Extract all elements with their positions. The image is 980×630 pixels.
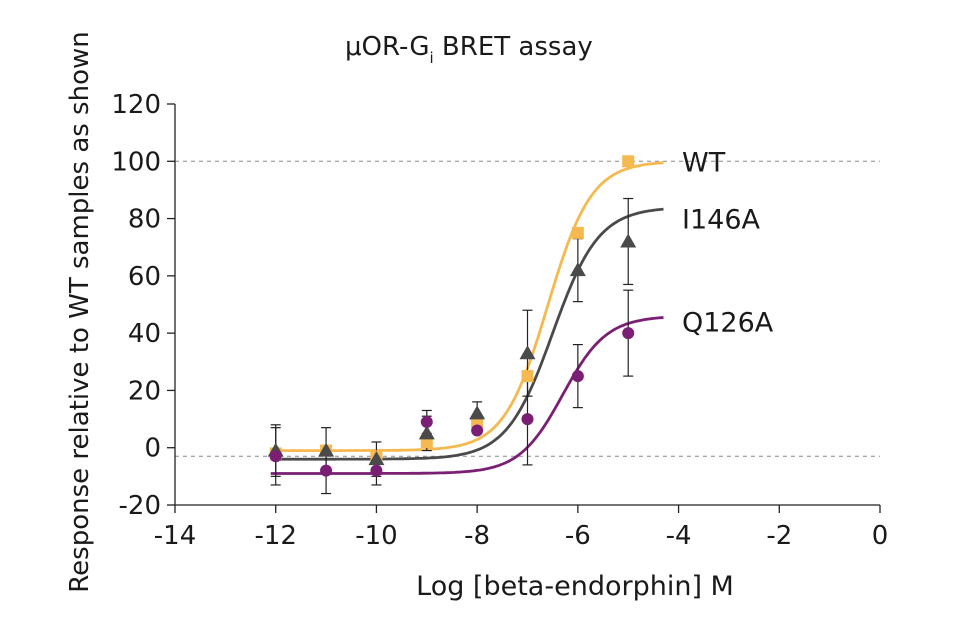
x-tick-label: -6 [565,521,591,551]
y-tick-label: 60 [128,262,161,292]
data-point-i146a [620,233,637,248]
data-point-i146a [519,345,536,360]
series-label-wt: WT [682,147,726,178]
x-tick-label: -2 [766,521,792,551]
data-point-q126a [269,450,282,463]
data-point-i146a [368,451,385,466]
x-tick-label: -14 [154,521,196,551]
fit-curve-wt [270,161,664,452]
y-tick-label: 120 [111,90,161,120]
y-tick-label: 0 [144,434,161,464]
y-tick-label: 40 [128,319,161,349]
data-point-q126a [571,370,584,383]
y-tick-label: 100 [111,147,161,177]
chart-title-suffix: BRET assay [434,32,593,62]
chart-title: μOR-Gi BRET assay [345,32,593,67]
data-point-i146a [469,405,486,420]
y-tick-label: 20 [128,376,161,406]
series-label-i146a: I146A [682,205,760,236]
y-tick-label: 80 [128,205,161,235]
x-axis-title: Log [beta-endorphin] M [416,571,734,602]
x-tick-label: -12 [254,521,296,551]
data-point-i146a [318,442,335,457]
data-point-q126a [320,464,333,477]
y-tick-label: -20 [119,491,161,521]
data-point-wt [571,226,584,239]
series-label-q126a: Q126A [682,308,774,339]
fit-curve-i146a [270,207,664,461]
data-point-q126a [521,413,534,426]
data-point-q126a [622,327,635,340]
data-point-q126a [370,464,383,477]
data-point-q126a [471,424,484,437]
data-point-wt [622,155,635,168]
x-tick-label: -8 [464,521,490,551]
x-tick-label: 0 [872,521,889,551]
x-tick-label: -10 [355,521,397,551]
chart-title-subscript: i [430,49,434,67]
x-tick-label: -4 [666,521,692,551]
y-axis-title: Response relative to WT samples as shown [65,31,95,592]
chart-title-main: μOR-G [345,32,430,62]
fit-curve-q126a [270,316,664,475]
data-point-i146a [418,425,435,440]
data-point-i146a [569,262,586,277]
data-point-q126a [420,415,433,428]
data-point-wt [521,370,534,383]
